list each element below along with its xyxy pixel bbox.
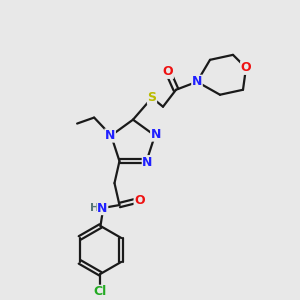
Text: N: N — [105, 129, 115, 142]
Text: Cl: Cl — [94, 285, 107, 298]
Text: O: O — [241, 61, 251, 74]
Text: S: S — [148, 91, 157, 104]
Text: N: N — [97, 202, 108, 214]
Text: N: N — [142, 156, 153, 169]
Text: N: N — [151, 128, 161, 141]
Text: O: O — [134, 194, 145, 207]
Text: N: N — [192, 75, 202, 88]
Text: H: H — [90, 203, 99, 213]
Text: O: O — [163, 65, 173, 78]
